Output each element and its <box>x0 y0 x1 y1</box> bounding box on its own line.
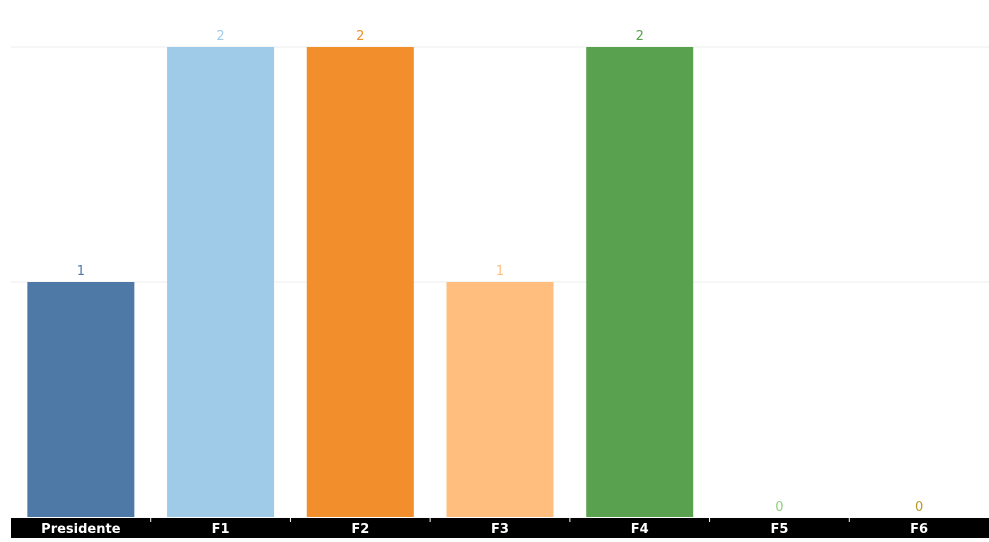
x-axis-band <box>11 518 989 538</box>
data-label-f6: 0 <box>915 500 923 515</box>
tick-label-presidente: Presidente <box>41 522 121 537</box>
data-label-f5: 0 <box>775 500 783 515</box>
bar-f2 <box>306 47 414 517</box>
bar-f3 <box>446 282 554 517</box>
tick-label-f3: F3 <box>491 522 509 537</box>
data-label-presidente: 1 <box>77 264 85 279</box>
bar-f1 <box>167 47 275 517</box>
tick-label-f6: F6 <box>910 522 928 537</box>
data-label-f2: 2 <box>356 29 364 44</box>
data-label-f1: 2 <box>216 29 224 44</box>
bar-f4 <box>586 47 694 517</box>
x-axis-ticks: Presidente F1 F2 F3 F4 F5 F6 <box>41 518 928 537</box>
bars <box>27 47 694 517</box>
data-label-f3: 1 <box>496 264 504 279</box>
gridlines <box>11 46 989 283</box>
data-labels: 1 2 2 1 2 0 0 <box>77 29 924 515</box>
tick-label-f1: F1 <box>212 522 230 537</box>
tick-label-f2: F2 <box>351 522 369 537</box>
bar-presidente <box>27 282 135 517</box>
data-label-f4: 2 <box>636 29 644 44</box>
tick-label-f5: F5 <box>770 522 788 537</box>
tick-label-f4: F4 <box>631 522 649 537</box>
